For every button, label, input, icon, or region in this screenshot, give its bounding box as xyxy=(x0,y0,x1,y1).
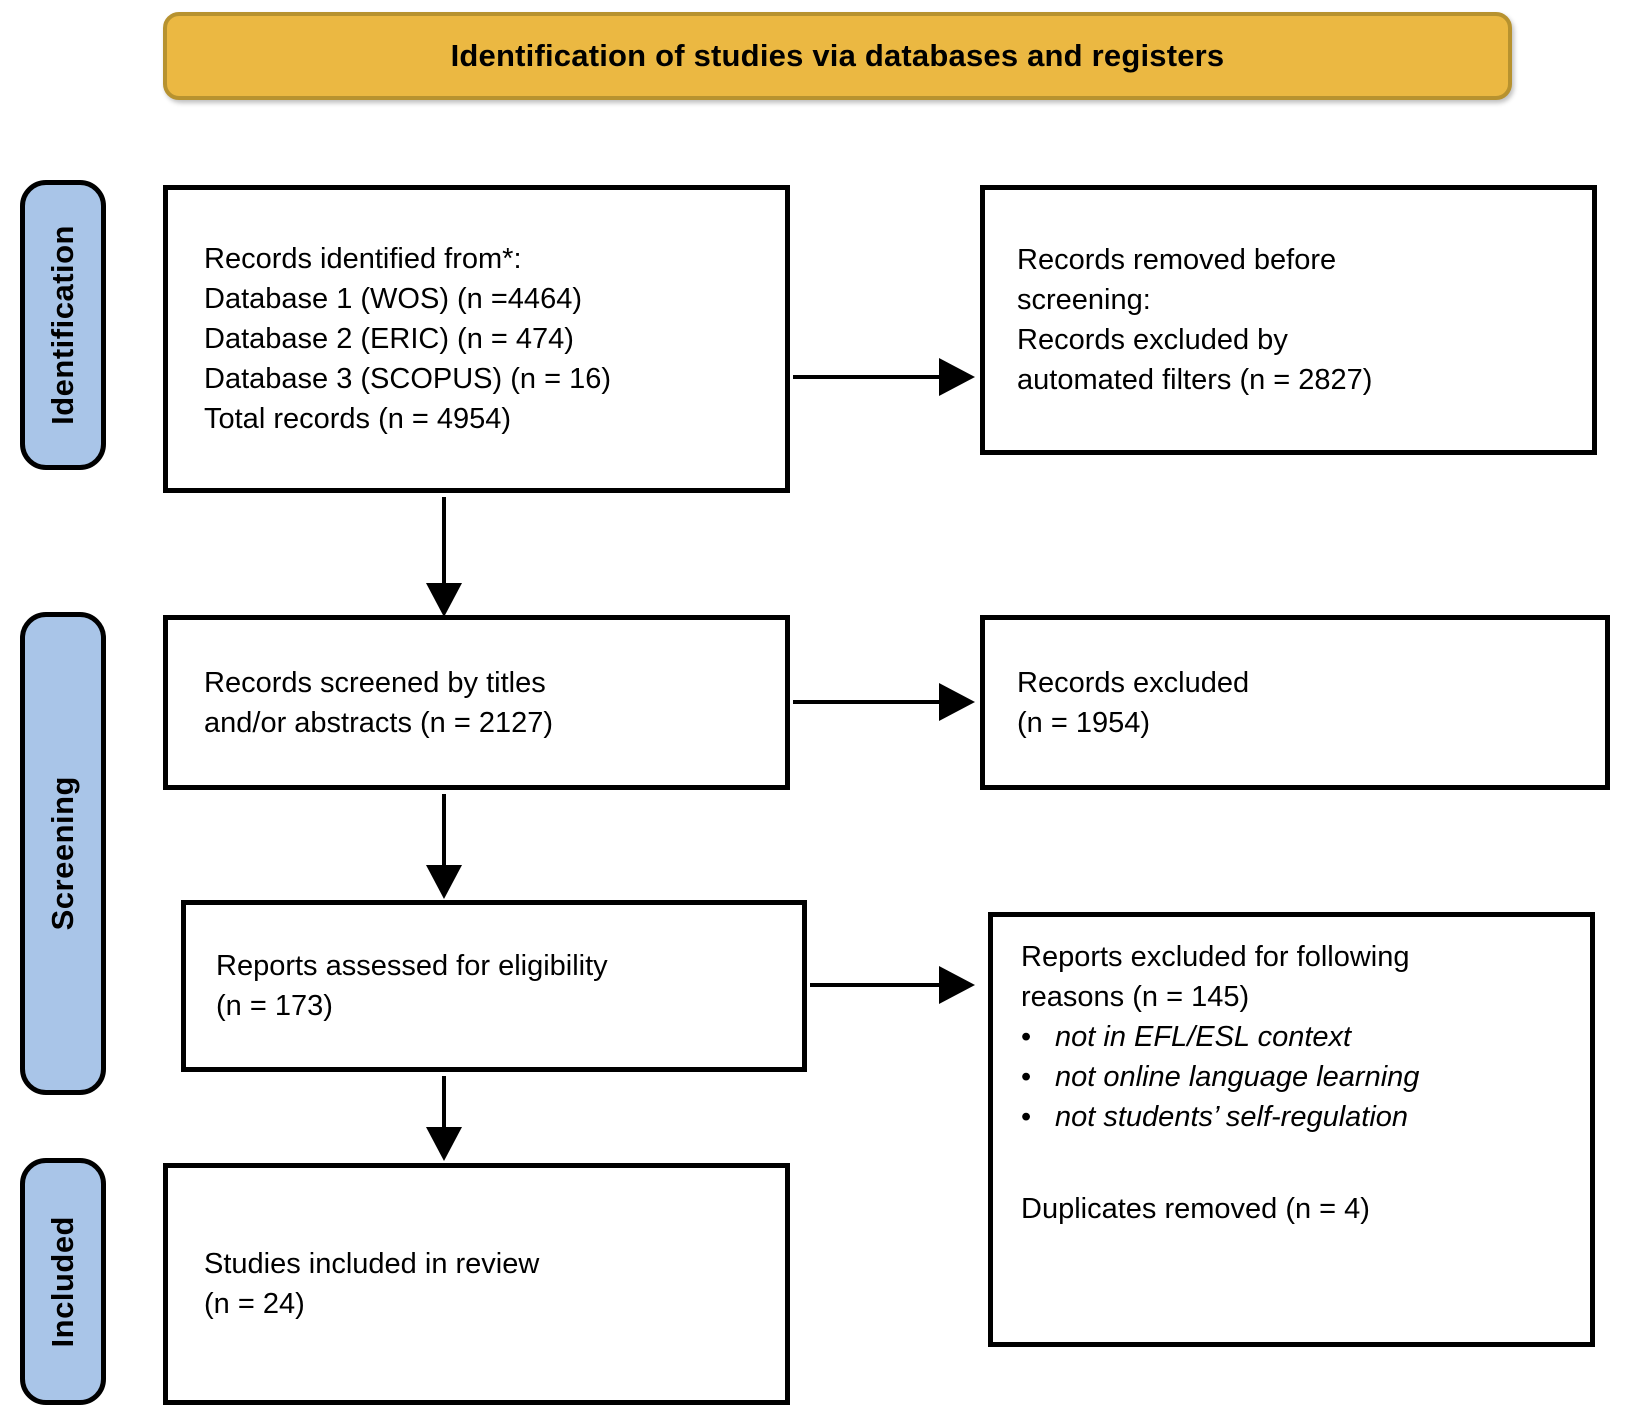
stage-text-included: Included xyxy=(45,1215,80,1348)
box-records-excluded: Records excluded (n = 1954) xyxy=(980,615,1610,790)
duplicates-removed-line: Duplicates removed (n = 4) xyxy=(1021,1193,1370,1225)
records-excluded-line: Records excluded xyxy=(1017,666,1250,699)
exclusion-reason-item: • not in EFL/ESL context xyxy=(1021,1017,1590,1057)
bullet-icon: • xyxy=(1021,1101,1032,1133)
arrow-screened-to-excluded xyxy=(793,683,975,721)
arrow-assessed-to-included xyxy=(426,1076,462,1161)
exclusion-reason-item: • not students’ self-regulation xyxy=(1021,1097,1590,1137)
stage-text-screening: Screening xyxy=(45,776,80,931)
box-records-removed: Records removed before screening: Record… xyxy=(980,185,1597,455)
records-identified-line: Database 1 (WOS) (n =4464) xyxy=(204,283,582,315)
reports-excluded-intro-line: reasons (n = 145) xyxy=(1021,981,1250,1013)
stage-label-screening: Screening xyxy=(20,612,106,1095)
reports-excluded-intro-line: Reports excluded for following xyxy=(1021,941,1410,973)
box-reports-assessed: Reports assessed for eligibility (n = 17… xyxy=(181,900,807,1072)
records-removed-line: screening: xyxy=(1017,284,1151,316)
exclusion-reason-text: not online language learning xyxy=(1055,1061,1420,1093)
records-screened-line: Records screened by titles xyxy=(204,666,546,699)
records-identified-line: Total records (n = 4954) xyxy=(204,403,512,435)
diagram-title: Identification of studies via databases … xyxy=(450,38,1225,73)
box-reports-excluded-reasons: Reports excluded for following reasons (… xyxy=(988,912,1595,1347)
records-identified-line: Database 2 (ERIC) (n = 474) xyxy=(204,323,574,355)
records-identified-line: Database 3 (SCOPUS) (n = 16) xyxy=(204,363,611,395)
stage-text-identification: Identification xyxy=(45,225,80,425)
records-removed-line: automated filters (n = 2827) xyxy=(1017,364,1373,396)
box-records-screened: Records screened by titles and/or abstra… xyxy=(163,615,790,790)
stage-label-identification: Identification xyxy=(20,180,106,470)
bullet-icon: • xyxy=(1021,1061,1032,1093)
records-identified-line: Records identified from*: xyxy=(204,243,522,275)
records-screened-line: and/or abstracts (n = 2127) xyxy=(204,706,554,739)
box-studies-included: Studies included in review (n = 24) xyxy=(163,1163,790,1405)
exclusion-reason-item: • not online language learning xyxy=(1021,1057,1590,1097)
arrow-identified-to-screened xyxy=(426,497,462,617)
exclusion-reason-text: not in EFL/ESL context xyxy=(1055,1021,1352,1053)
box-records-identified: Records identified from*: Database 1 (WO… xyxy=(163,185,790,493)
records-removed-line: Records removed before xyxy=(1017,244,1337,276)
records-excluded-line: (n = 1954) xyxy=(1017,706,1151,739)
exclusion-reason-text: not students’ self-regulation xyxy=(1055,1101,1409,1133)
studies-included-line: (n = 24) xyxy=(204,1288,305,1320)
reports-assessed-line: Reports assessed for eligibility xyxy=(216,950,608,982)
arrow-identified-to-removed xyxy=(793,358,975,396)
diagram-title-banner: Identification of studies via databases … xyxy=(163,12,1512,100)
arrow-screened-to-assessed xyxy=(426,794,462,899)
stage-label-included: Included xyxy=(20,1158,106,1405)
reports-assessed-line: (n = 173) xyxy=(216,990,333,1022)
arrow-assessed-to-reports-excluded xyxy=(810,966,975,1004)
records-removed-line: Records excluded by xyxy=(1017,324,1288,356)
bullet-icon: • xyxy=(1021,1021,1032,1053)
studies-included-line: Studies included in review xyxy=(204,1248,540,1280)
